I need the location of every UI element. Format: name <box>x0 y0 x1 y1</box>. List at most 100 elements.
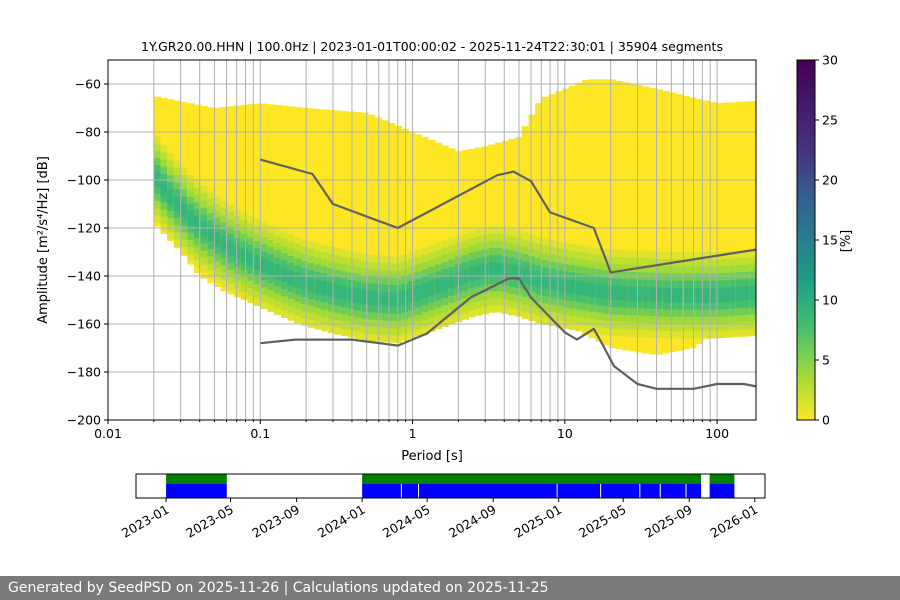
density-column <box>655 89 663 355</box>
density-band <box>434 278 443 294</box>
density-band <box>474 265 483 280</box>
density-column <box>374 117 382 329</box>
density-column <box>662 90 670 354</box>
density-band <box>702 288 710 303</box>
density-column <box>388 123 396 326</box>
density-band <box>555 277 563 292</box>
density-column <box>441 145 449 304</box>
y-tick-label: −160 <box>67 317 101 332</box>
x-tick-label: 10 <box>557 426 573 441</box>
density-band <box>715 287 724 303</box>
density-band <box>408 288 416 303</box>
density-band <box>575 280 583 295</box>
y-tick-label: −80 <box>75 125 101 140</box>
colorbar-tick-label: 10 <box>822 293 838 308</box>
density-band <box>354 288 362 303</box>
density-column <box>729 102 737 331</box>
density-band <box>535 272 543 288</box>
density-column <box>722 102 730 331</box>
density-column <box>287 106 295 317</box>
footer-text: Generated by SeedPSD on 2025-11-26 | Cal… <box>8 580 549 596</box>
density-column <box>434 142 443 306</box>
density-column <box>521 126 530 296</box>
density-column <box>227 106 235 295</box>
density-column <box>394 125 402 324</box>
timeline-tick-label: 2025-09 <box>642 502 695 541</box>
density-column <box>495 142 503 287</box>
density-column <box>327 109 336 329</box>
density-band <box>655 287 663 302</box>
density-band <box>595 283 603 299</box>
high-noise-model-line <box>259 158 756 274</box>
density-band <box>528 270 536 285</box>
density-column <box>548 94 556 315</box>
density-band <box>327 282 336 298</box>
noise-model-curves <box>259 158 756 390</box>
density-column <box>280 105 289 315</box>
density-band <box>301 275 309 290</box>
density-band <box>608 285 617 301</box>
density-band <box>628 286 637 301</box>
timeline-green-segment <box>362 474 702 484</box>
density-column <box>220 106 229 292</box>
density-column <box>695 98 704 345</box>
density-band <box>448 274 456 289</box>
y-tick-label: −140 <box>67 269 101 284</box>
density-column <box>575 82 583 332</box>
density-band <box>722 287 730 302</box>
density-band <box>588 282 597 298</box>
density-column <box>474 147 483 293</box>
density-band <box>381 291 389 307</box>
density-column <box>468 148 476 296</box>
density-column <box>628 83 637 352</box>
density-band <box>247 252 255 267</box>
density-band <box>361 289 369 305</box>
plot-frame <box>107 59 757 421</box>
timeline-tick-label: 2025-01 <box>512 502 565 541</box>
density-column <box>254 103 262 307</box>
density-band <box>200 221 208 237</box>
timeline-tick-label: 2024-05 <box>380 502 433 541</box>
x-tick-label: 100 <box>705 426 729 441</box>
density-column <box>709 102 717 335</box>
density-column <box>307 108 316 323</box>
density-band <box>287 270 295 285</box>
density-column <box>702 100 710 340</box>
density-column <box>648 87 657 355</box>
density-band <box>648 287 657 302</box>
density-column <box>341 111 349 330</box>
density-band <box>227 240 235 256</box>
density-band <box>388 292 396 307</box>
density-band <box>548 275 556 291</box>
density-band <box>414 286 423 301</box>
density-column <box>488 144 496 288</box>
density-band <box>394 292 402 308</box>
x-tick-label: 0.01 <box>94 426 122 441</box>
density-band <box>682 288 690 303</box>
density-band <box>428 281 436 296</box>
y-tick-label: −120 <box>67 221 101 236</box>
density-column <box>608 79 617 349</box>
colorbar-tick-label: 20 <box>822 173 838 188</box>
density-column <box>234 105 242 298</box>
y-tick-label: −100 <box>67 173 101 188</box>
x-tick-label: 0.1 <box>250 426 270 441</box>
density-band <box>561 278 570 293</box>
timeline-tick-label: 2023-01 <box>119 502 172 541</box>
density-column <box>314 108 322 325</box>
timeline-date-ticks: 2023-01 2023-05 2023-09 2024-01 2024-05 2024-… <box>119 498 760 541</box>
density-column <box>642 86 650 354</box>
density-band <box>267 261 275 276</box>
density-band <box>307 277 316 292</box>
density-column <box>568 85 576 328</box>
density-column <box>635 85 643 353</box>
density-band <box>695 288 704 303</box>
density-band <box>367 290 376 306</box>
timeline-blue-segment <box>709 484 735 498</box>
timeline-green-segment <box>166 474 227 484</box>
density-band <box>280 267 289 282</box>
density-column <box>354 112 362 331</box>
density-band <box>488 262 496 277</box>
density-band <box>582 281 590 297</box>
density-band <box>260 258 269 273</box>
